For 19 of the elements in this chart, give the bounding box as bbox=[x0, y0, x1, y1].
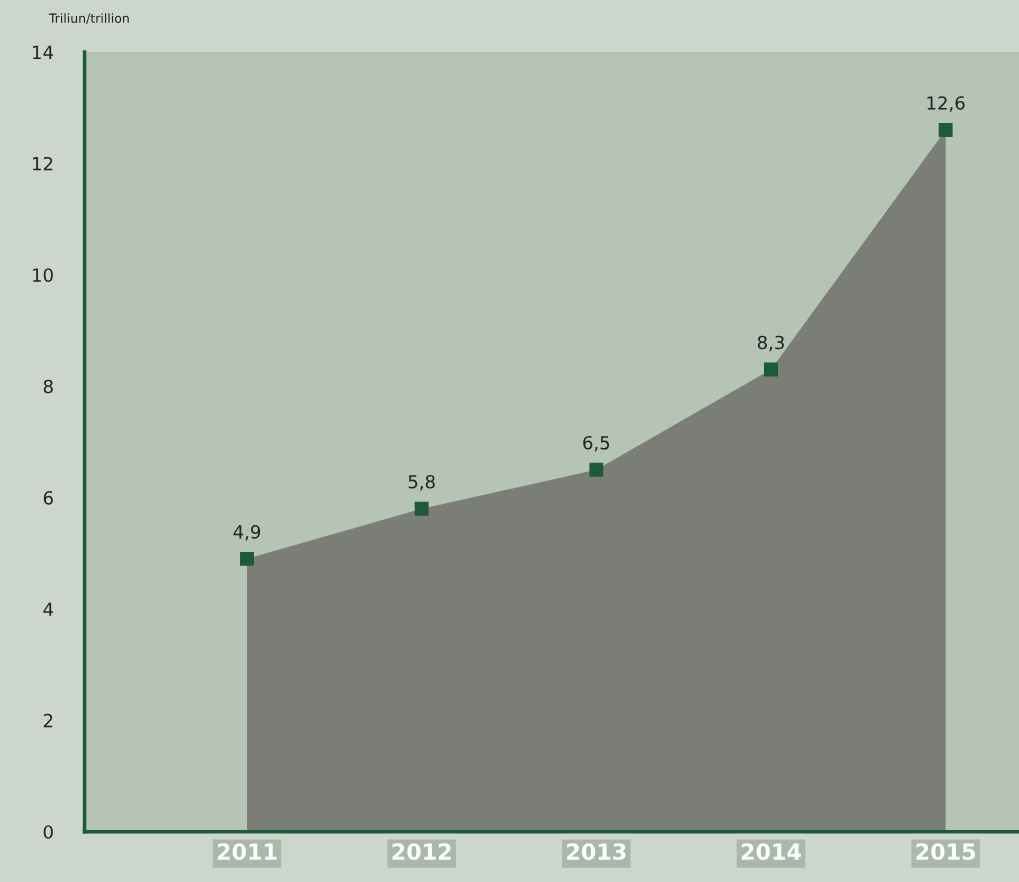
data-label: 8,3 bbox=[757, 335, 784, 352]
y-tick-label: 2 bbox=[43, 713, 53, 728]
y-axis-title: Triliun/trillion bbox=[48, 13, 129, 24]
x-tick-label: 2014 bbox=[741, 843, 801, 861]
x-tick-label: 2015 bbox=[916, 843, 976, 861]
x-tick-label: 2012 bbox=[392, 843, 451, 861]
y-tick-label: 4 bbox=[43, 602, 54, 616]
data-label: 6,5 bbox=[583, 435, 610, 452]
x-tick-label: 2013 bbox=[567, 843, 626, 861]
y-tick-label: 6 bbox=[43, 491, 53, 505]
y-tick-label: 8 bbox=[43, 379, 53, 394]
data-label: 5,8 bbox=[408, 474, 435, 491]
y-tick-label: 14 bbox=[33, 45, 54, 59]
y-tick-label: 12 bbox=[33, 156, 53, 171]
data-label: 12,6 bbox=[927, 96, 965, 112]
y-tick-label: 0 bbox=[43, 825, 53, 839]
data-label: 4,9 bbox=[233, 525, 261, 541]
y-tick-label: 10 bbox=[33, 268, 53, 282]
x-tick-label: 2011 bbox=[217, 843, 277, 861]
